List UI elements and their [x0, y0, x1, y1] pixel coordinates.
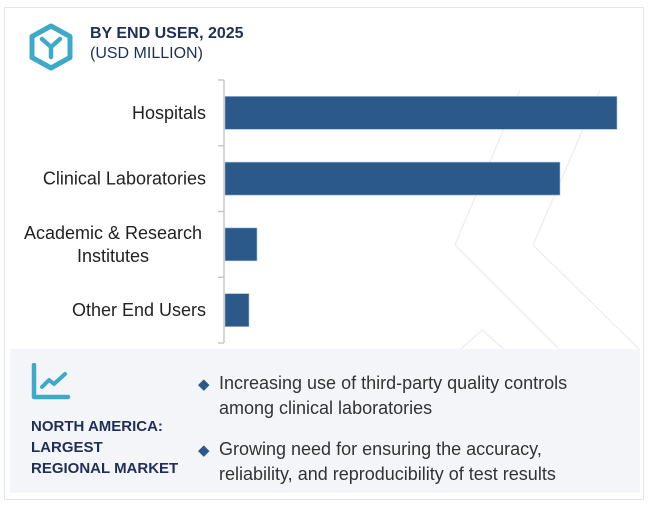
- bar-academic-research-institutes: [224, 227, 258, 262]
- category-label: Other End Users: [72, 300, 206, 320]
- region-line: LARGEST: [31, 439, 103, 456]
- region-highlight: NORTH AMERICA: LARGEST REGIONAL MARKET: [31, 416, 178, 479]
- region-line: NORTH AMERICA:: [31, 418, 163, 435]
- category-label-line: Clinical Laboratories: [43, 169, 206, 189]
- chart-title: BY END USER, 2025: [90, 25, 244, 42]
- bullet-item: ◆ Growing need for ensuring the accuracy…: [198, 437, 619, 487]
- region-line: REGIONAL MARKET: [31, 460, 179, 477]
- bar-hospitals: [224, 96, 618, 130]
- category-label: Academic & Research Institutes: [24, 223, 202, 266]
- category-label-line: Institutes: [77, 246, 149, 266]
- category-label: Hospitals: [132, 103, 206, 123]
- summary-panel: [10, 349, 640, 493]
- category-label: Clinical Laboratories: [43, 169, 206, 189]
- trend-line-chart-icon: [31, 363, 71, 400]
- category-label-line: Other End Users: [72, 300, 206, 320]
- bullet-item: ◆ Increasing use of third-party quality …: [198, 371, 619, 421]
- category-label-line: Academic & Research: [24, 223, 202, 243]
- bullet-text: Increasing use of third-party quality co…: [219, 373, 568, 418]
- bar-clinical-laboratories: [224, 161, 561, 196]
- hexagon-y-icon: [29, 23, 73, 71]
- category-label-line: Hospitals: [132, 103, 206, 123]
- bullet-text: Growing need for ensuring the accuracy, …: [219, 439, 556, 484]
- bar-other-end-users: [224, 293, 250, 327]
- chart-subtitle: (USD MILLION): [90, 45, 203, 62]
- diamond-bullet-icon: ◆: [198, 442, 210, 459]
- diamond-bullet-icon: ◆: [198, 376, 210, 393]
